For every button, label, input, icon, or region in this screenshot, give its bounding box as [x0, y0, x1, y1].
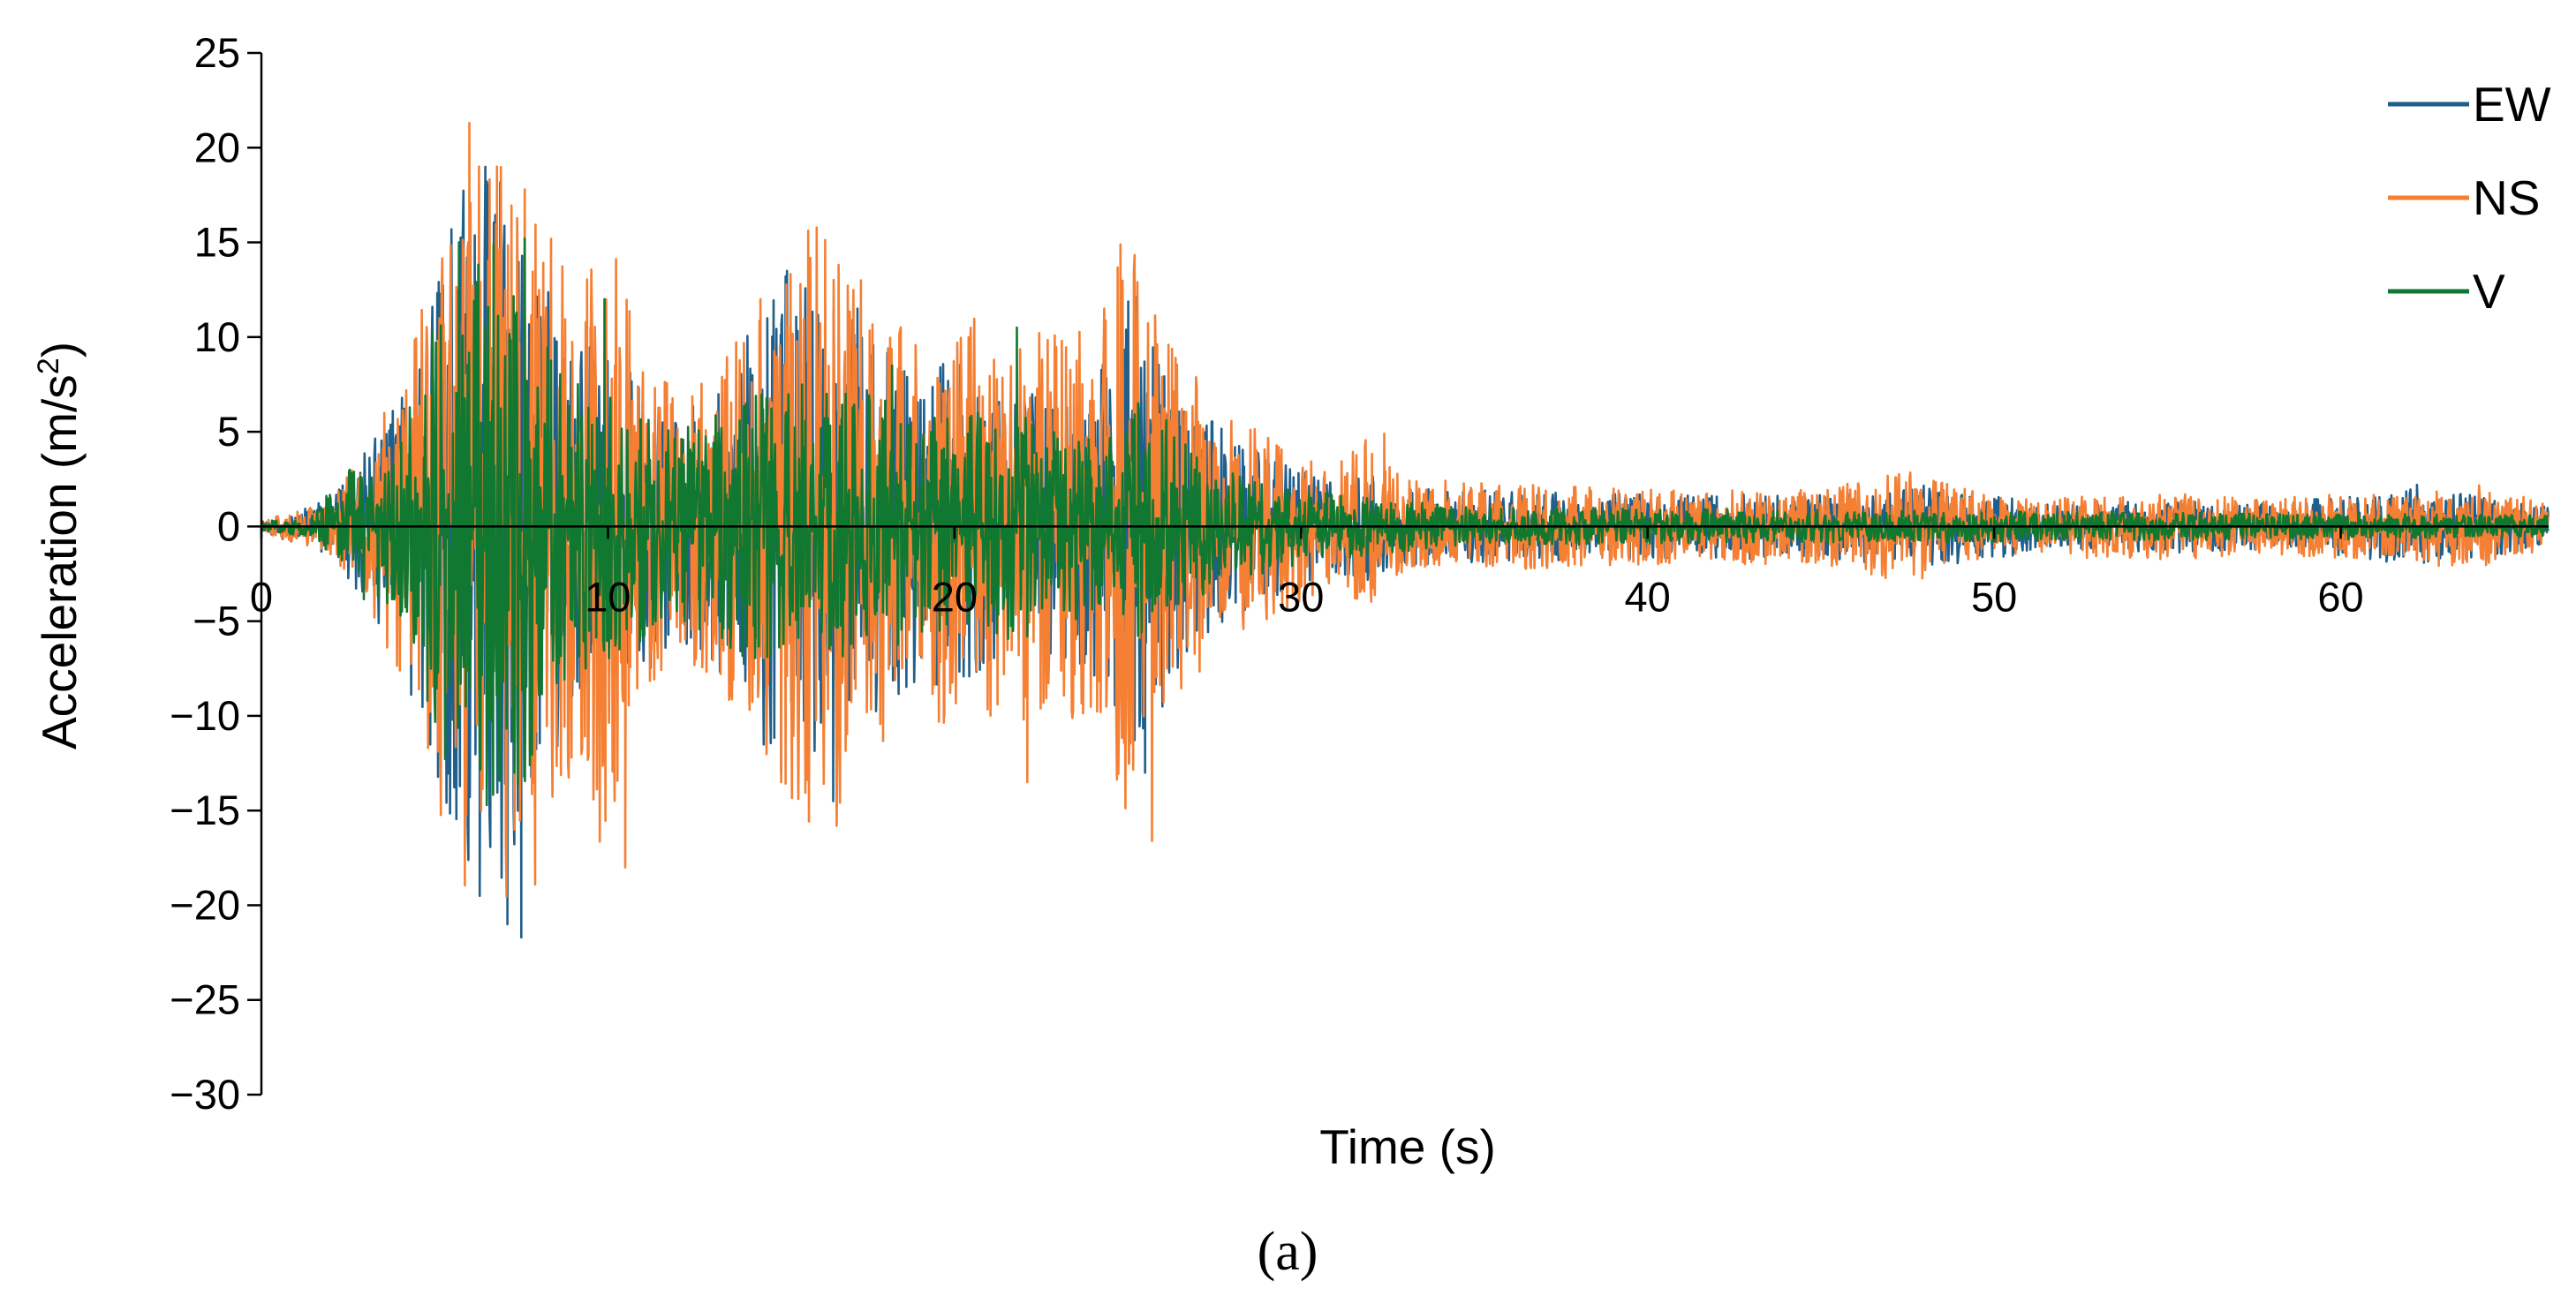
x-tick-label: 20	[932, 573, 978, 620]
y-axis-ticks: 25 20 15 10 5 0 −5 −10 −15 −20 −25 −30	[170, 29, 261, 1118]
y-tick-label: 10	[194, 313, 240, 360]
y-tick-label: 20	[194, 124, 240, 170]
y-tick-label: 5	[217, 408, 240, 455]
y-axis-title-superscript: 2	[32, 358, 65, 374]
x-tick-label: 60	[2317, 573, 2363, 620]
legend: EW NS V	[2388, 77, 2551, 319]
figure-caption: (a)	[1258, 1222, 1318, 1282]
x-axis-title: Time (s)	[1319, 1119, 1496, 1174]
legend-label-ns: NS	[2473, 170, 2540, 225]
x-tick-label: 10	[585, 573, 631, 620]
legend-label-v: V	[2473, 264, 2505, 319]
y-tick-label: −25	[170, 976, 240, 1023]
y-axis-title: Acceleration (m/s2)	[32, 342, 87, 749]
legend-label-ew: EW	[2473, 77, 2551, 132]
x-tick-label: 50	[1971, 573, 2017, 620]
axes	[260, 53, 2549, 1095]
y-axis-title-main: Acceleration (m/s	[32, 374, 87, 749]
y-tick-label: 0	[217, 502, 240, 549]
y-tick-label: −30	[170, 1071, 240, 1118]
x-tick-label: 40	[1625, 573, 1671, 620]
x-tick-label: 30	[1278, 573, 1324, 620]
y-tick-label: −15	[170, 787, 240, 833]
y-tick-label: −5	[193, 598, 240, 644]
y-tick-label: 25	[194, 29, 240, 76]
y-tick-label: 15	[194, 219, 240, 266]
y-tick-label: −10	[170, 692, 240, 739]
x-tick-label: 0	[250, 573, 273, 620]
y-tick-label: −20	[170, 881, 240, 928]
plot-area	[260, 122, 2550, 939]
x-axis-ticks: 0 10 20 30 40 50 60	[250, 526, 2364, 620]
y-axis-title-tail: )	[32, 342, 87, 358]
